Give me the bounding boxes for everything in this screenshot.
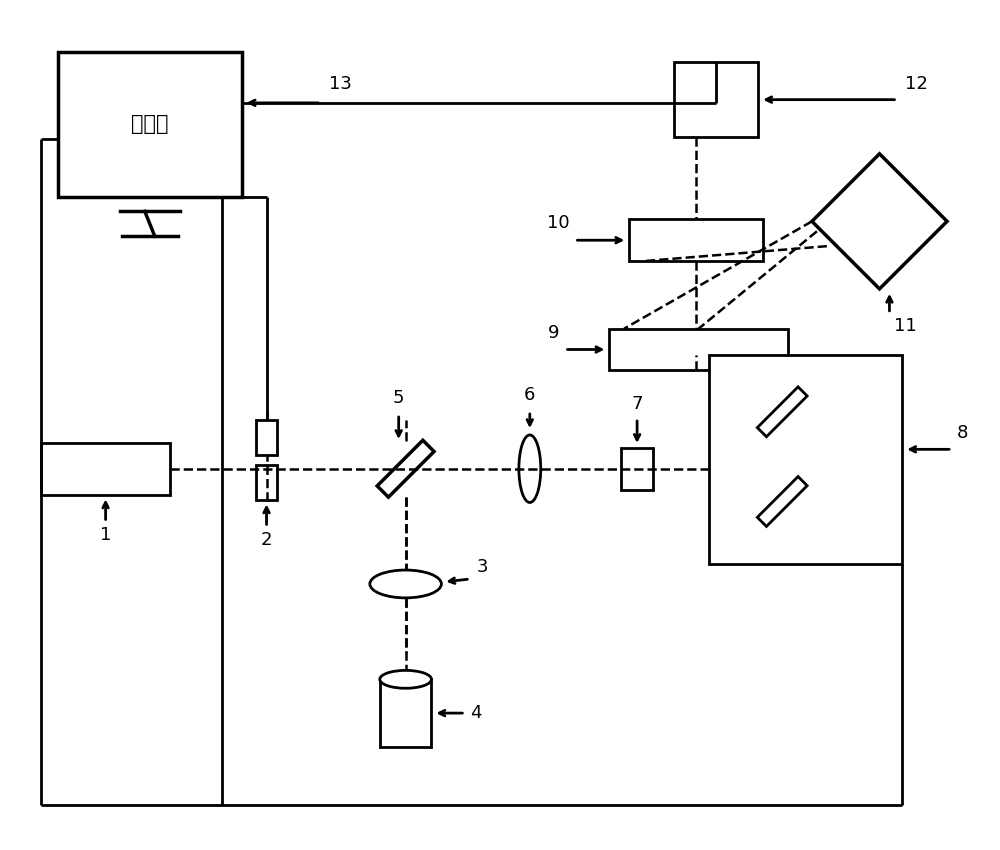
Text: 13: 13	[329, 75, 352, 93]
Text: 9: 9	[548, 324, 560, 342]
Bar	[380, 679, 431, 747]
Text: 12: 12	[905, 75, 928, 93]
Bar	[609, 329, 788, 371]
Text: 3: 3	[477, 558, 489, 576]
Bar	[629, 219, 763, 261]
Text: 6: 6	[524, 386, 535, 404]
Bar	[256, 420, 277, 455]
Bar	[621, 448, 653, 490]
Text: 2: 2	[261, 531, 272, 549]
Bar	[256, 465, 277, 500]
Text: 10: 10	[547, 214, 570, 232]
Text: 1: 1	[100, 526, 111, 544]
Bar	[41, 443, 170, 495]
Bar	[674, 62, 758, 137]
Text: 11: 11	[894, 317, 917, 335]
Text: 8: 8	[957, 424, 968, 442]
Text: 5: 5	[393, 389, 404, 407]
Text: 7: 7	[631, 395, 643, 413]
Text: 计算机: 计算机	[131, 115, 169, 134]
Ellipse shape	[380, 671, 431, 688]
Bar	[58, 53, 242, 196]
Bar	[709, 355, 902, 564]
Text: 4: 4	[470, 704, 482, 722]
